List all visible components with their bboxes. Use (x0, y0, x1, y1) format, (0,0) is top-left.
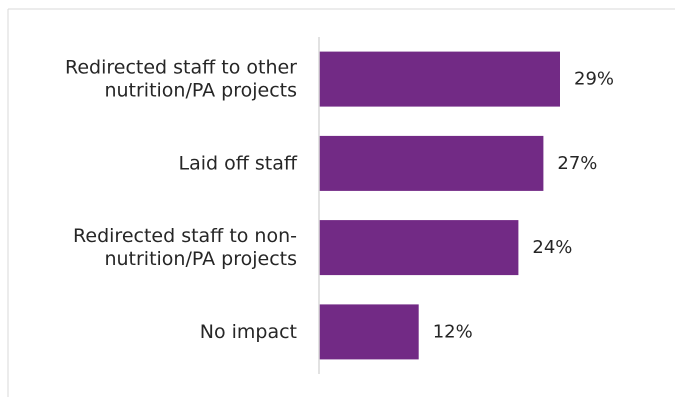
bars-group (319, 51, 560, 360)
category-label-0-line-0: Redirected staff to other (65, 57, 297, 79)
bar-3 (319, 304, 419, 360)
category-label-0: Redirected staff to other nutrition/PA pr… (65, 57, 297, 102)
category-label-2-line-0: Redirected staff to non- (73, 225, 297, 247)
category-label-1: Laid off staff (179, 152, 298, 174)
category-label-3: No impact (200, 321, 297, 343)
category-label-3-line-0: No impact (200, 321, 297, 343)
value-labels-group: 29% 27% 24% 12% (433, 69, 614, 343)
category-label-2: Redirected staff to non-nutrition/PA pro… (73, 225, 297, 270)
value-label-3: 12% (433, 321, 473, 342)
category-label-2-line-1: nutrition/PA projects (104, 248, 297, 270)
bar-0 (319, 51, 560, 107)
category-labels-group: Redirected staff to other nutrition/PA pr… (65, 57, 298, 343)
value-label-0: 29% (574, 69, 614, 90)
value-label-1: 27% (557, 153, 597, 174)
value-label-2: 24% (532, 237, 572, 258)
category-label-1-line-0: Laid off staff (179, 152, 298, 174)
category-label-0-line-1: nutrition/PA projects (104, 80, 297, 102)
bar-1 (319, 135, 544, 191)
bar-2 (319, 220, 519, 276)
